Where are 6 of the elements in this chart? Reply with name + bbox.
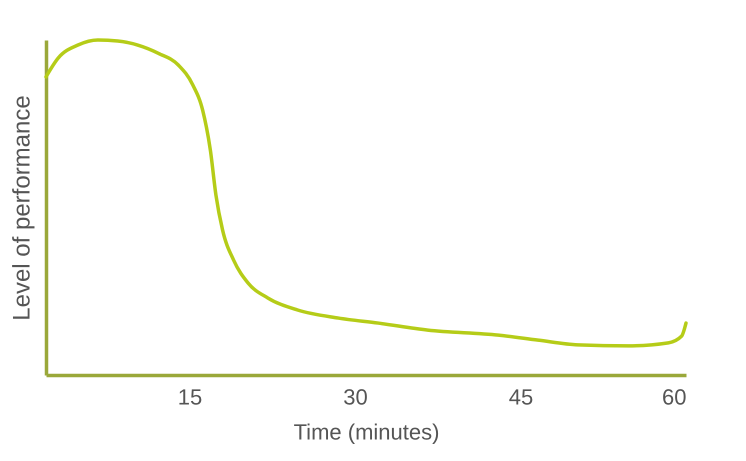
x-tick-label: 30 [343, 384, 368, 410]
x-axis-title: Time (minutes) [294, 420, 440, 444]
y-axis-title: Level of performance [8, 95, 36, 321]
x-tick-label: 45 [508, 384, 534, 410]
x-tick-label: 60 [662, 384, 686, 410]
x-tick-label: 15 [178, 384, 202, 410]
